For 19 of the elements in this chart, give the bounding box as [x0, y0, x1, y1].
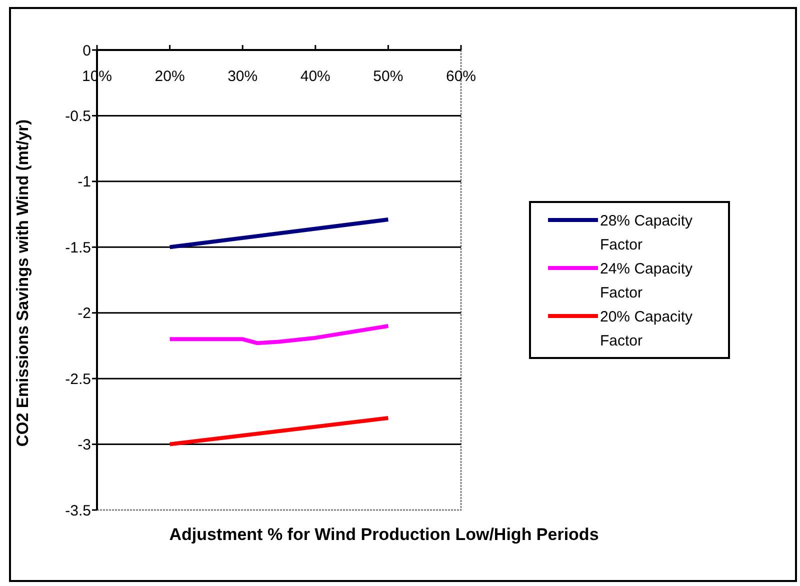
y-tick-label: -3.5: [65, 502, 91, 520]
x-tick-label: 20%: [154, 68, 185, 85]
y-tick-label: -1.5: [65, 239, 91, 256]
x-tick-label: 50%: [373, 68, 404, 85]
y-tick-label: -1: [78, 174, 91, 191]
legend-label: 24% Capacity Factor: [600, 260, 694, 302]
line-series: [168, 324, 390, 346]
x-tick-label: 30%: [228, 68, 258, 85]
y-tick-label: -2.5: [65, 370, 91, 388]
y-axis-title: CO2 Emissions Savings with Wind (mt/yr): [14, 119, 32, 447]
x-axis-title: Adjustment % for Wind Production Low/High Periods: [169, 525, 599, 544]
y-tick-label: -3: [78, 436, 91, 454]
x-tick-label: 40%: [300, 68, 330, 85]
y-tick-label: 0: [82, 42, 91, 60]
legend-label: 20% Capacity Factor: [600, 308, 694, 350]
y-tick-label: -2: [78, 305, 91, 322]
x-tick-label: 60%: [446, 68, 476, 85]
y-tick-label: -0.5: [65, 108, 91, 125]
legend-label: 28% Capacity Factor: [600, 212, 694, 254]
